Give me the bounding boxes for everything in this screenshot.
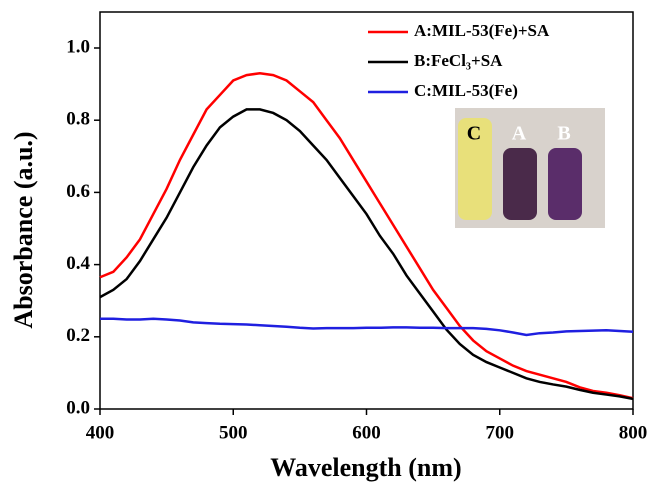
- data-line: [100, 317, 634, 337]
- inset-label: C: [467, 123, 481, 145]
- y-tick-label: 0.8: [66, 109, 90, 130]
- y-tick-label: 0.4: [66, 253, 90, 274]
- x-axis-title: Wavelength (nm): [270, 453, 461, 482]
- x-tick-label: 600: [352, 422, 381, 443]
- y-tick-label: 0.0: [66, 397, 90, 418]
- data-line: [99, 108, 634, 401]
- x-tick-label: 800: [619, 422, 648, 443]
- legend-label: C:MIL-53(Fe): [414, 81, 518, 100]
- x-tick-label: 700: [486, 422, 515, 443]
- y-axis-title: Absorbance (a.u.): [9, 131, 38, 328]
- legend-label: A:MIL-53(Fe)+SA: [414, 21, 550, 40]
- data-line: [99, 72, 634, 400]
- inset-photo: [455, 108, 605, 228]
- y-tick-label: 0.2: [66, 325, 90, 346]
- inset-label: B: [557, 123, 570, 145]
- x-tick-label: 500: [219, 422, 248, 443]
- inset-label: A: [512, 123, 527, 145]
- x-tick-label: 400: [86, 422, 115, 443]
- plot-frame: [99, 11, 634, 410]
- legend-label: B:FeCl₃+SA: [414, 51, 503, 70]
- y-tick-label: 0.6: [66, 181, 90, 202]
- y-tick-label: 1.0: [66, 36, 90, 57]
